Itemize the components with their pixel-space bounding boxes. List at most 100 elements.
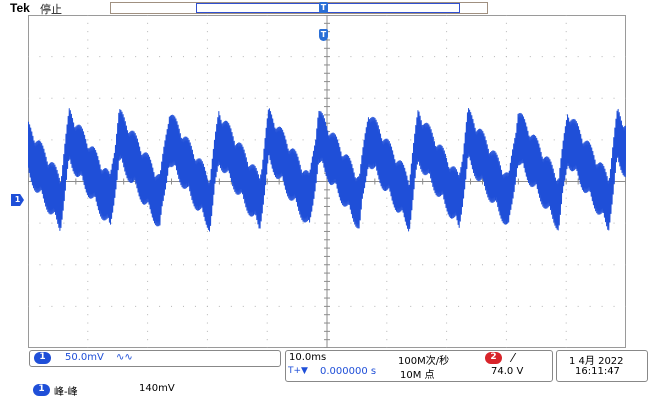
grid-dot xyxy=(314,56,316,58)
grid-dot xyxy=(505,322,507,324)
grid-dot xyxy=(63,139,65,141)
grid-dot xyxy=(446,31,448,33)
grid-dot xyxy=(87,139,89,141)
grid-dot xyxy=(194,305,196,307)
grid-dot xyxy=(206,89,208,91)
grid-dot xyxy=(194,222,196,224)
grid-dot xyxy=(206,272,208,274)
grid-dot xyxy=(446,280,448,282)
grid-dot xyxy=(565,289,567,291)
channel1-scale: 50.0mV xyxy=(65,352,104,363)
grid-dot xyxy=(87,56,89,58)
horizontal-delay: 0.000000 s xyxy=(320,366,377,377)
grid-dot xyxy=(206,255,208,257)
channel1-scale-readout[interactable]: 1 50.0mV ∿∿ xyxy=(29,350,281,367)
grid-dot xyxy=(39,264,41,266)
grid-dot xyxy=(206,47,208,49)
grid-dot xyxy=(147,22,149,24)
grid-dot xyxy=(266,197,268,199)
grid-dot xyxy=(386,56,388,58)
grid-dot xyxy=(206,230,208,232)
grid-dot xyxy=(529,97,531,99)
channel1-waveform xyxy=(28,107,626,232)
timebase-readout[interactable]: 10.0ms T+▼ 0.000000 s 100M次/秒 10M 点 2 ⁄ … xyxy=(285,350,553,382)
grid-dot xyxy=(338,56,340,58)
trigger-time-marker[interactable]: T xyxy=(319,29,328,41)
grid-dot xyxy=(87,197,89,199)
grid-dot xyxy=(87,264,89,266)
grid-dot xyxy=(314,97,316,99)
grid-dot xyxy=(206,297,208,299)
grid-dot xyxy=(505,81,507,83)
grid-dot xyxy=(505,314,507,316)
graticule[interactable] xyxy=(28,15,626,348)
grid-dot xyxy=(350,139,352,141)
grid-dot xyxy=(505,164,507,166)
grid-dot xyxy=(553,222,555,224)
trigger-position-marker[interactable]: T xyxy=(319,2,328,13)
grid-dot xyxy=(206,264,208,266)
time: 16:11:47 xyxy=(575,366,620,377)
grid-dot xyxy=(254,97,256,99)
grid-dot xyxy=(182,97,184,99)
grid-dot xyxy=(314,264,316,266)
grid-dot xyxy=(266,81,268,83)
grid-dot xyxy=(601,97,603,99)
grid-dot xyxy=(290,264,292,266)
grid-dot xyxy=(398,264,400,266)
grid-dot xyxy=(99,56,101,58)
grid-dot xyxy=(159,56,161,58)
record-view-window[interactable] xyxy=(196,3,460,13)
channel1-ground-marker[interactable]: 1 xyxy=(11,194,24,206)
grid-dot xyxy=(266,56,268,58)
grid-dot xyxy=(386,47,388,49)
grid-dot xyxy=(505,230,507,232)
grid-dot xyxy=(290,305,292,307)
grid-dot xyxy=(147,131,149,133)
grid-dot xyxy=(565,205,567,207)
grid-dot xyxy=(446,214,448,216)
grid-dot xyxy=(362,139,364,141)
grid-dot xyxy=(601,264,603,266)
measurement-readout[interactable]: 1 峰-峰 140mV xyxy=(29,383,279,398)
grid-dot xyxy=(206,39,208,41)
grid-dot xyxy=(386,305,388,307)
grid-dot xyxy=(446,15,448,16)
grid-dot xyxy=(266,347,268,348)
grid-dot xyxy=(75,97,77,99)
grid-dot xyxy=(206,72,208,74)
grid-dot xyxy=(206,322,208,324)
grid-dot xyxy=(446,322,448,324)
grid-dot xyxy=(350,97,352,99)
acquisition-state: 停止 xyxy=(40,3,62,16)
grid-dot xyxy=(63,264,65,266)
grid-dot xyxy=(577,56,579,58)
grid-dot xyxy=(147,47,149,49)
grid-dot xyxy=(147,56,149,58)
grid-dot xyxy=(386,289,388,291)
grid-dot xyxy=(230,305,232,307)
grid-dot xyxy=(75,56,77,58)
grid-dot xyxy=(446,347,448,348)
grid-dot xyxy=(386,264,388,266)
grid-dot xyxy=(206,164,208,166)
grid-dot xyxy=(147,114,149,116)
measurement-channel-badge: 1 xyxy=(33,384,50,396)
grid-dot xyxy=(446,297,448,299)
grid-dot xyxy=(446,147,448,149)
grid-dot xyxy=(589,56,591,58)
grid-dot xyxy=(505,347,507,348)
grid-dot xyxy=(410,97,412,99)
grid-dot xyxy=(123,222,125,224)
grid-dot xyxy=(505,72,507,74)
grid-dot xyxy=(505,39,507,41)
grid-dot xyxy=(386,297,388,299)
grid-dot xyxy=(553,305,555,307)
grid-dot xyxy=(28,97,29,99)
grid-dot xyxy=(505,272,507,274)
grid-dot xyxy=(565,305,567,307)
grid-dot xyxy=(505,22,507,24)
grid-dot xyxy=(505,47,507,49)
grid-dot xyxy=(147,255,149,257)
grid-dot xyxy=(147,122,149,124)
